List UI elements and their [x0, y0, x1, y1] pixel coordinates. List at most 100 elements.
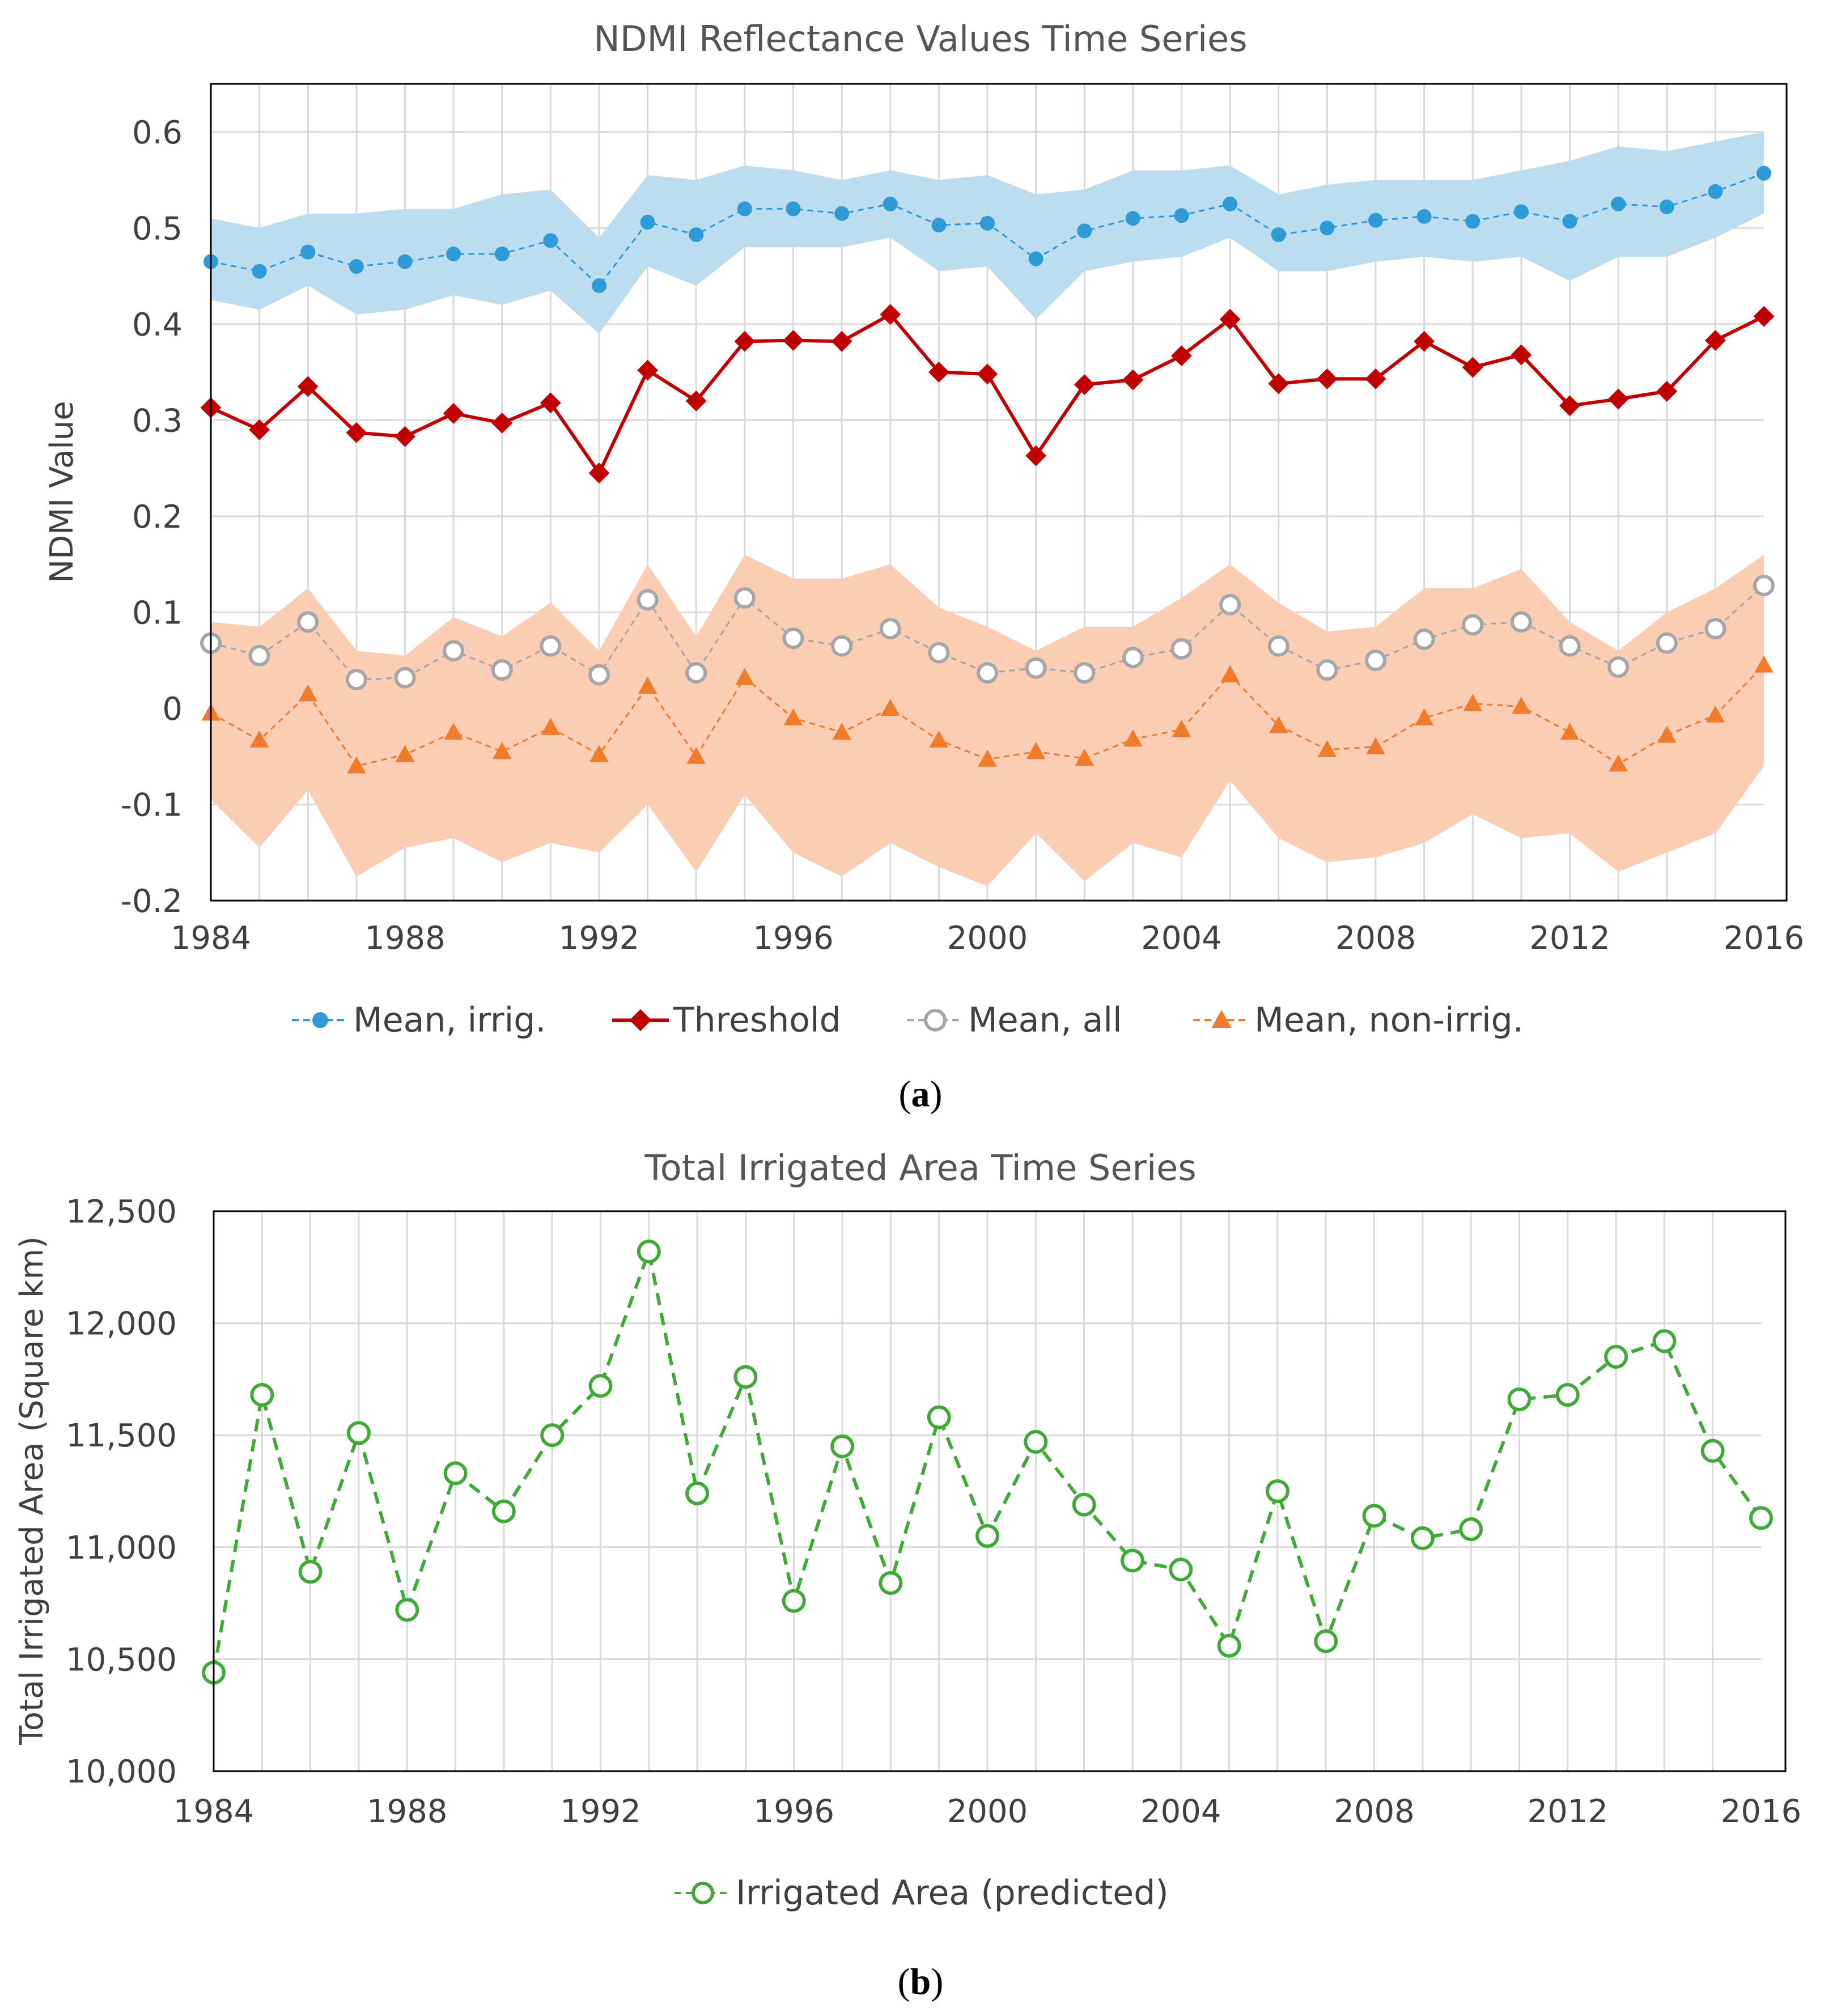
chart-a-series-0-point [1659, 199, 1674, 214]
chart-a-series-2-point [491, 659, 513, 681]
chart-a-series-2-point [1025, 657, 1047, 679]
chart-a-x-tick-label: 2016 [1724, 920, 1805, 957]
chart-a-series-2-point [1656, 632, 1678, 654]
chart-b-legend: Irrigated Area (predicted) [675, 1873, 1169, 1913]
caption-b-close: ) [931, 1961, 943, 2002]
chart-b-series-0-point [1410, 1526, 1435, 1550]
chart-a-y-tick-label: 0 [162, 691, 183, 728]
chart-a-series-1-point [1219, 308, 1241, 330]
chart-a-series-2-point [733, 587, 756, 609]
chart-b-series-0-point [1459, 1517, 1483, 1542]
chart-a-series-0-point [1174, 208, 1189, 223]
chart-b-y-tick-label: 11,000 [66, 1530, 177, 1567]
chart-a-series-2-point [879, 618, 901, 640]
chart-b-series-0-point [298, 1560, 323, 1584]
chart-b-series-0-point [1072, 1492, 1096, 1517]
chart-a-series-1-point [1025, 445, 1047, 466]
chart-a-series-0-point [1513, 204, 1529, 219]
chart-a-band-1 [211, 554, 1764, 886]
chart-a-y-tick-label: 0.3 [132, 402, 183, 439]
chart-b-series-0-point [830, 1434, 855, 1458]
chart-b-series-0-point [491, 1499, 516, 1523]
chart-a-series-3-point [493, 742, 512, 759]
chart-b-series-0-point [1700, 1438, 1725, 1463]
chart-a-series-3-point [1560, 723, 1580, 740]
chart-b-x-tick-label: 2008 [1334, 1793, 1415, 1830]
chart-a-series-2-point [1607, 656, 1630, 678]
chart-a-series-2-point [1559, 635, 1581, 657]
chart-a-series-3-point [881, 698, 900, 716]
chart-a-legend-item: Mean, irrig. [292, 1000, 546, 1040]
chart-a-series-3-point [686, 746, 706, 764]
chart-a-series-2-point [637, 589, 659, 611]
chart-a-series-3-point [735, 668, 754, 685]
chart-b-y-tick-label: 12,000 [66, 1306, 177, 1343]
chart-a-series-3-point [1366, 737, 1385, 754]
chart-a-x-tick-label: 1996 [753, 920, 834, 957]
chart-a-series-1-point [1316, 368, 1338, 389]
chart-a-series-0-point [1077, 223, 1092, 239]
chart-a-series-0-point [883, 196, 898, 211]
chart-a-series-2-point [928, 642, 950, 664]
chart-b-series-0-point [443, 1461, 468, 1486]
chart-a-series-1-point [1511, 344, 1532, 366]
ndmi-chart: NDMI Reflectance Values Time Series -0.2… [44, 18, 1804, 1115]
chart-a-plot-frame [210, 83, 1788, 902]
chart-a-legend-label: Mean, irrig. [353, 1000, 546, 1040]
chart-a-legend-label: Mean, non-irrig. [1254, 1000, 1524, 1040]
chart-a-series-1-point [880, 304, 901, 325]
chart-a-series-3-point [1317, 740, 1337, 757]
chart-a-series-2-point [1365, 650, 1386, 672]
chart-b-series-0-point [1362, 1504, 1386, 1528]
chart-b-series-0-point [1314, 1629, 1338, 1653]
chart-a-series-2-point [977, 662, 998, 684]
chart-a-series-0-point [446, 247, 461, 262]
chart-a-y-tick-label: 0.5 [132, 210, 183, 247]
chart-a-series-0-point [786, 201, 801, 217]
chart-a-series-3-point [1172, 720, 1191, 737]
chart-a-series-1-point [249, 419, 270, 440]
chart-a-series-3-point [1414, 708, 1434, 725]
chart-a-series-3-point [978, 749, 997, 767]
chart-a-series-1-point [297, 376, 319, 397]
chart-a-series-2-point [345, 669, 367, 691]
chart-a-series-1-point [1268, 373, 1289, 394]
chart-a-series-3-point [1026, 742, 1046, 759]
chart-b-plot-frame [213, 1210, 1787, 1772]
chart-b-series-0-point [1265, 1479, 1289, 1503]
chart-a-series-3-point [1075, 749, 1094, 766]
chart-a-series-3-point [1123, 729, 1143, 747]
chart-b-series-0-point [1169, 1557, 1193, 1582]
chart-a-series-1-point [831, 330, 852, 352]
chart-a-series-0-point [592, 278, 606, 294]
chart-a-series-3-point [444, 723, 463, 740]
chart-a-series-0-point [834, 206, 850, 221]
chart-a-y-ticks: -0.2 -0.1 0 0.1 0.2 0.3 0.4 0.5 0.6 [121, 114, 183, 920]
chart-a-legend-label: Mean, all [968, 1000, 1122, 1040]
chart-a-series-0-point [1611, 196, 1626, 211]
chart-b-x-tick-label: 2012 [1527, 1793, 1608, 1830]
chart-a-series-2-point [248, 644, 270, 667]
chart-b-series-0-point [1120, 1548, 1144, 1573]
chart-a-series-2-point [588, 664, 610, 686]
chart-a-legend-marker [924, 1009, 947, 1032]
chart-b-x-tick-label: 2004 [1140, 1793, 1221, 1830]
chart-a-series-0-point [252, 264, 267, 279]
chart-a-series-3-point [395, 745, 415, 762]
chart-a-x-tick-label: 1992 [559, 920, 640, 957]
chart-a-series-0-point [1465, 214, 1481, 229]
chart-a-series-2-point [443, 640, 465, 662]
chart-b-legend-label: Irrigated Area (predicted) [736, 1873, 1169, 1913]
chart-b-x-tick-label: 1988 [367, 1793, 448, 1830]
chart-b-legend-marker [692, 1882, 714, 1904]
chart-a-series-3-point [929, 730, 949, 748]
chart-a-series-0-point [1562, 214, 1577, 229]
chart-a-legend: Mean, irrig. Threshold Mean, all Mean, non-… [292, 1000, 1524, 1040]
chart-a-series-3-point [832, 723, 851, 740]
chart-a-series-0-point [1708, 184, 1723, 199]
irrigated-area-chart: Total Irrigated Area Time Series 10,0001… [14, 1147, 1801, 2002]
chart-a-series-3-point [1609, 754, 1628, 772]
chart-a-series-1-point [588, 462, 610, 484]
chart-a-series-3-point [589, 745, 609, 762]
